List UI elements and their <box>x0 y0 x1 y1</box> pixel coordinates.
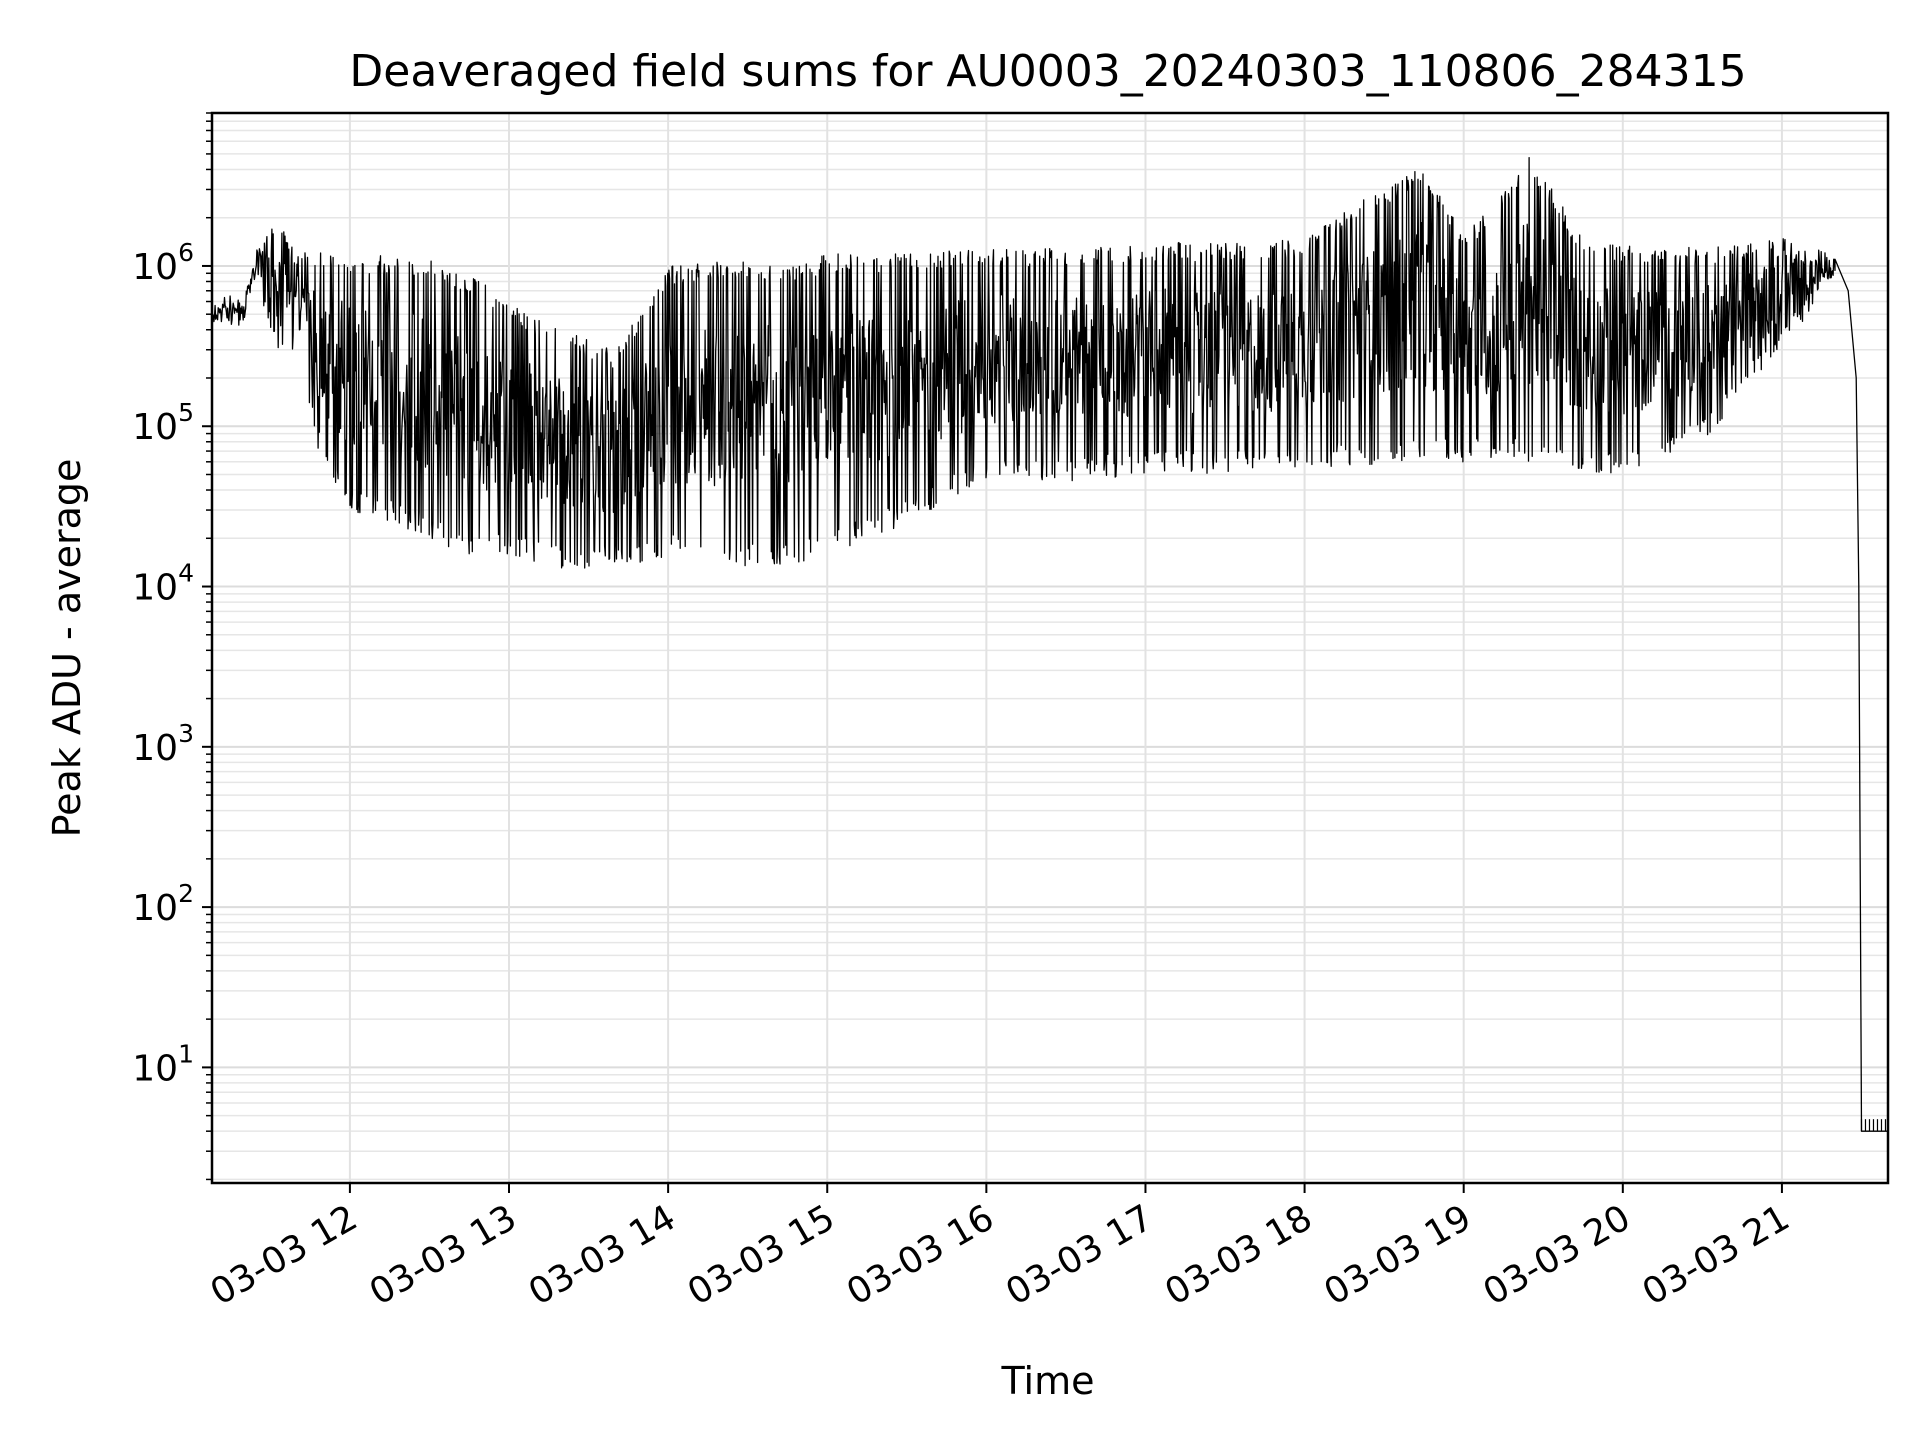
data-series-line <box>211 156 1888 1132</box>
y-tick-label: 104 <box>132 559 194 609</box>
y-axis-ticks: 101 102 103 104 105 106 <box>132 112 212 1181</box>
chart-title: Deaveraged field sums for AU0003_2024030… <box>349 46 1746 97</box>
plot-frame <box>210 111 1890 1185</box>
y-tick-label: 103 <box>132 719 194 769</box>
series-area <box>211 156 1888 1132</box>
x-axis-label: Time <box>1001 1359 1095 1403</box>
y-tick-label: 101 <box>132 1039 194 1089</box>
y-axis-label: Peak ADU - average <box>45 459 89 838</box>
y-tick-label: 102 <box>132 879 194 929</box>
y-tick-label: 105 <box>132 398 194 448</box>
grid-lines <box>212 112 1888 1183</box>
y-tick-label: 106 <box>132 238 194 288</box>
